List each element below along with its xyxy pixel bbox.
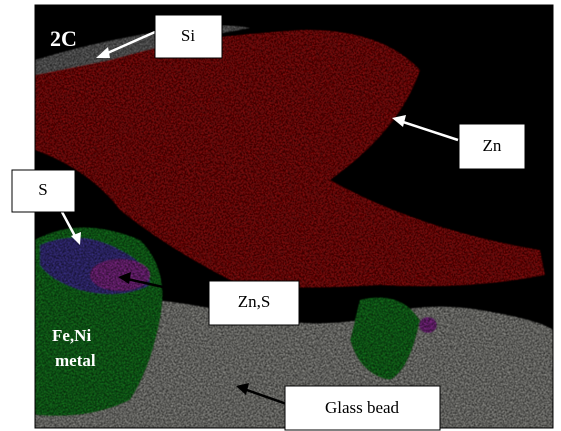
arrow [126, 277, 209, 299]
arrowhead [71, 232, 81, 245]
region-label: metal [55, 351, 96, 370]
zn-region [35, 29, 545, 288]
element-maps [35, 25, 553, 428]
arrows [60, 30, 459, 410]
arrowhead [96, 47, 110, 58]
label-box [154, 14, 223, 59]
arrowhead [392, 115, 406, 127]
region-label: Fe,Ni [52, 326, 91, 345]
label-box [458, 123, 526, 170]
label: Zn [483, 136, 502, 155]
green-patch [350, 297, 420, 380]
arrow [60, 211, 78, 239]
label: S [38, 180, 47, 199]
arrow [102, 30, 156, 57]
arrowhead [236, 383, 249, 395]
label-box [284, 385, 441, 431]
zn-s-region [90, 259, 150, 291]
arrow [399, 119, 459, 142]
label: Glass bead [325, 398, 400, 417]
label-box [11, 169, 76, 213]
panel-label: 2C [50, 26, 77, 51]
arrowhead [118, 272, 131, 284]
zn-s-spot [419, 317, 437, 333]
label: Si [181, 26, 195, 45]
label: Zn,S [238, 292, 271, 311]
map-image [35, 5, 553, 428]
label-box [208, 280, 300, 326]
